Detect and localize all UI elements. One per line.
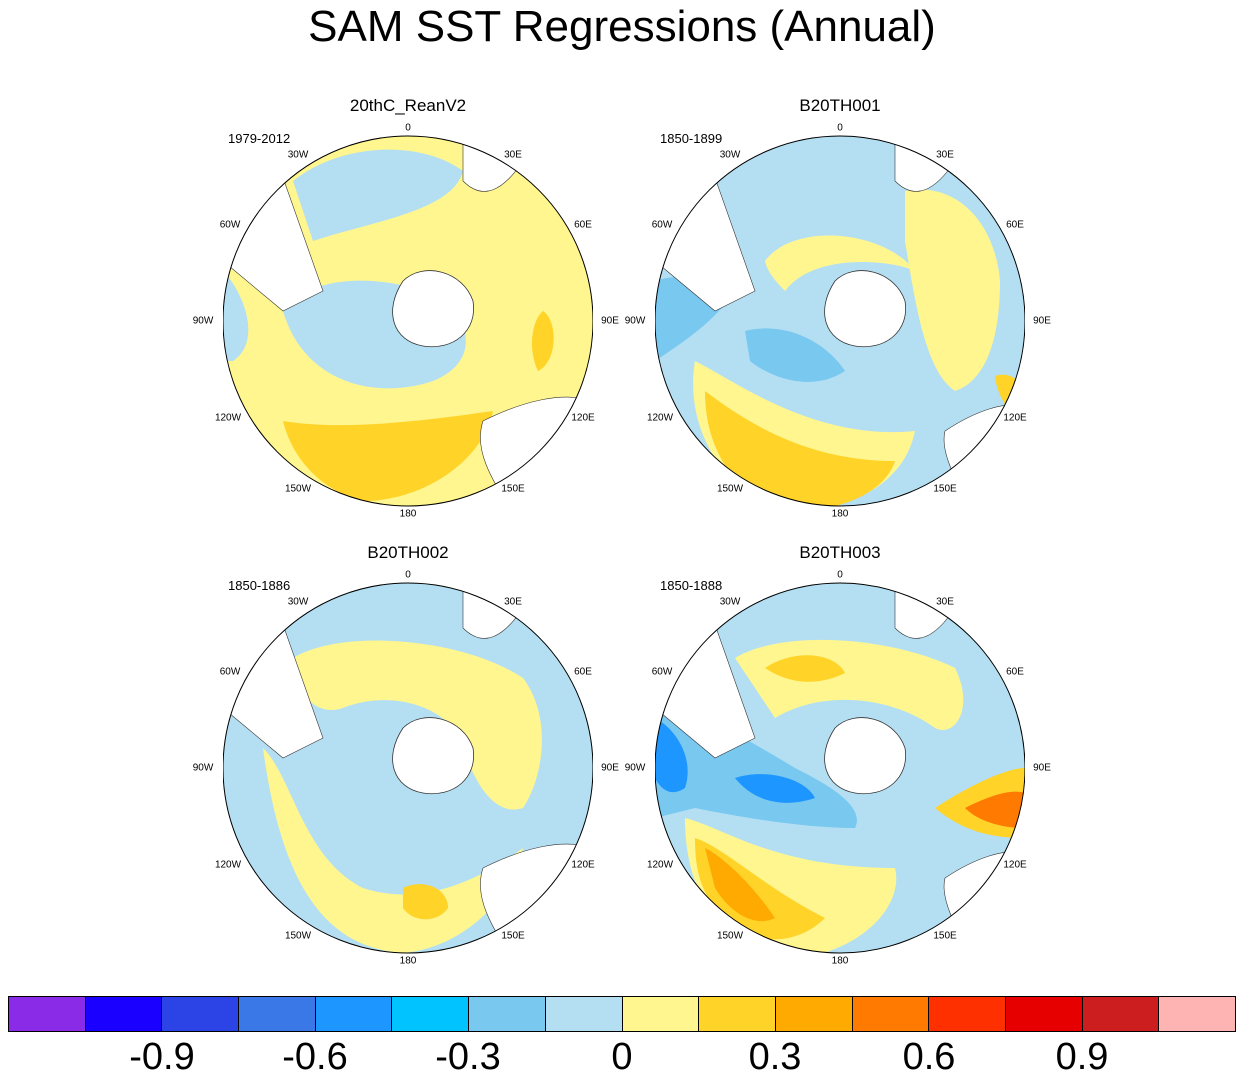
panel-years: 1850-1899 — [660, 131, 723, 146]
colorbar-tick: 0 — [611, 1036, 633, 1078]
lon-label: 60E — [574, 219, 592, 231]
polar-map — [655, 135, 1025, 507]
colorbar-swatch-0 — [9, 997, 86, 1031]
lon-label: 150E — [501, 483, 525, 495]
colorbar-swatch-9 — [699, 997, 776, 1031]
figure-title: SAM SST Regressions (Annual) — [308, 2, 936, 51]
colorbar-swatch-10 — [775, 997, 853, 1031]
lon-label: 120E — [571, 412, 595, 424]
map-panel-3: B20TH002 1850-1886 0 30E 60E 90E 120E 15… — [193, 543, 619, 967]
colorbar-tick: -0.9 — [129, 1036, 195, 1078]
lon-label: 180 — [399, 955, 417, 967]
lon-label: 150E — [501, 930, 525, 942]
lon-label: 90W — [192, 315, 214, 327]
lon-label: 150W — [284, 483, 312, 495]
panel-title: B20TH003 — [799, 543, 881, 562]
lon-label: 0 — [837, 569, 843, 581]
lon-label: 90W — [192, 762, 214, 774]
colorbar-swatch-11 — [852, 997, 930, 1031]
lon-label: 60E — [1006, 219, 1024, 231]
colorbar-swatch-14 — [1082, 997, 1160, 1031]
lon-label: 0 — [405, 122, 411, 134]
lon-label: 120W — [646, 412, 674, 424]
map-panel-1: 20thC_ReanV2 1979-2012 0 30E 60E 90E 120… — [193, 96, 619, 520]
lon-label: 0 — [837, 122, 843, 134]
colorbar-swatch-7 — [545, 997, 623, 1031]
map-panel-4: B20TH003 1850-1888 0 30E 60E 90E 120E 15… — [625, 543, 1051, 967]
colorbar-swatch-1 — [85, 997, 163, 1031]
polar-map — [655, 582, 1025, 954]
lon-label: 90W — [624, 315, 646, 327]
polar-map — [223, 582, 593, 954]
colorbar-swatch-6 — [469, 997, 546, 1031]
colorbar — [8, 996, 1236, 1032]
panel-title: 20thC_ReanV2 — [349, 96, 467, 115]
colorbar-tick: -0.6 — [282, 1036, 348, 1078]
lon-label: 150W — [284, 930, 312, 942]
lon-label: 30W — [287, 596, 309, 608]
colorbar-swatch-13 — [1005, 997, 1083, 1031]
lon-label: 0 — [405, 569, 411, 581]
lon-label: 60W — [219, 666, 241, 678]
colorbar-swatch-15 — [1159, 997, 1235, 1031]
lon-label: 90E — [1033, 762, 1051, 774]
lon-label: 60W — [219, 219, 241, 231]
lon-label: 60E — [1006, 666, 1024, 678]
lon-label: 150E — [933, 483, 957, 495]
lon-label: 150W — [716, 930, 744, 942]
lon-label: 180 — [831, 508, 849, 520]
lon-label: 120E — [1003, 859, 1027, 871]
lon-label: 30W — [719, 149, 741, 161]
colorbar-tick: 0.6 — [902, 1036, 956, 1078]
lon-label: 30W — [719, 596, 741, 608]
colorbar-swatch-8 — [622, 997, 700, 1031]
panel-years: 1979-2012 — [228, 131, 291, 146]
lon-label: 30E — [936, 596, 954, 608]
lon-label: 90E — [601, 762, 619, 774]
lon-label: 120E — [1003, 412, 1027, 424]
colorbar-swatch-12 — [929, 997, 1006, 1031]
panel-title: B20TH002 — [367, 543, 449, 562]
lon-label: 180 — [831, 955, 849, 967]
lon-label: 60W — [651, 219, 673, 231]
colorbar-swatch-3 — [239, 997, 316, 1031]
colorbar-swatch-5 — [392, 997, 470, 1031]
panel-title: B20TH001 — [799, 96, 881, 115]
lon-label: 120W — [214, 412, 242, 424]
panel-years: 1850-1888 — [660, 578, 723, 593]
lon-label: 30E — [504, 596, 522, 608]
lon-label: 60E — [574, 666, 592, 678]
lon-label: 90E — [601, 315, 619, 327]
lon-label: 60W — [651, 666, 673, 678]
lon-label: 30E — [504, 149, 522, 161]
lon-label: 30E — [936, 149, 954, 161]
lon-label: 120E — [571, 859, 595, 871]
lon-label: 120W — [214, 859, 242, 871]
lon-label: 180 — [399, 508, 417, 520]
lon-label: 90W — [624, 762, 646, 774]
colorbar-swatch-4 — [315, 997, 393, 1031]
panel-years: 1850-1886 — [228, 578, 291, 593]
lon-label: 90E — [1033, 315, 1051, 327]
colorbar-tick: 0.9 — [1055, 1036, 1109, 1078]
lon-label: 30W — [287, 149, 309, 161]
colorbar-swatch-2 — [162, 997, 240, 1031]
map-panel-2: B20TH001 1850-1899 0 30E 60E 90E 120E 15… — [625, 96, 1051, 520]
colorbar-tick: 0.3 — [748, 1036, 802, 1078]
lon-label: 120W — [646, 859, 674, 871]
polar-map — [223, 135, 593, 507]
lon-label: 150E — [933, 930, 957, 942]
lon-label: 150W — [716, 483, 744, 495]
colorbar-tick: -0.3 — [435, 1036, 501, 1078]
